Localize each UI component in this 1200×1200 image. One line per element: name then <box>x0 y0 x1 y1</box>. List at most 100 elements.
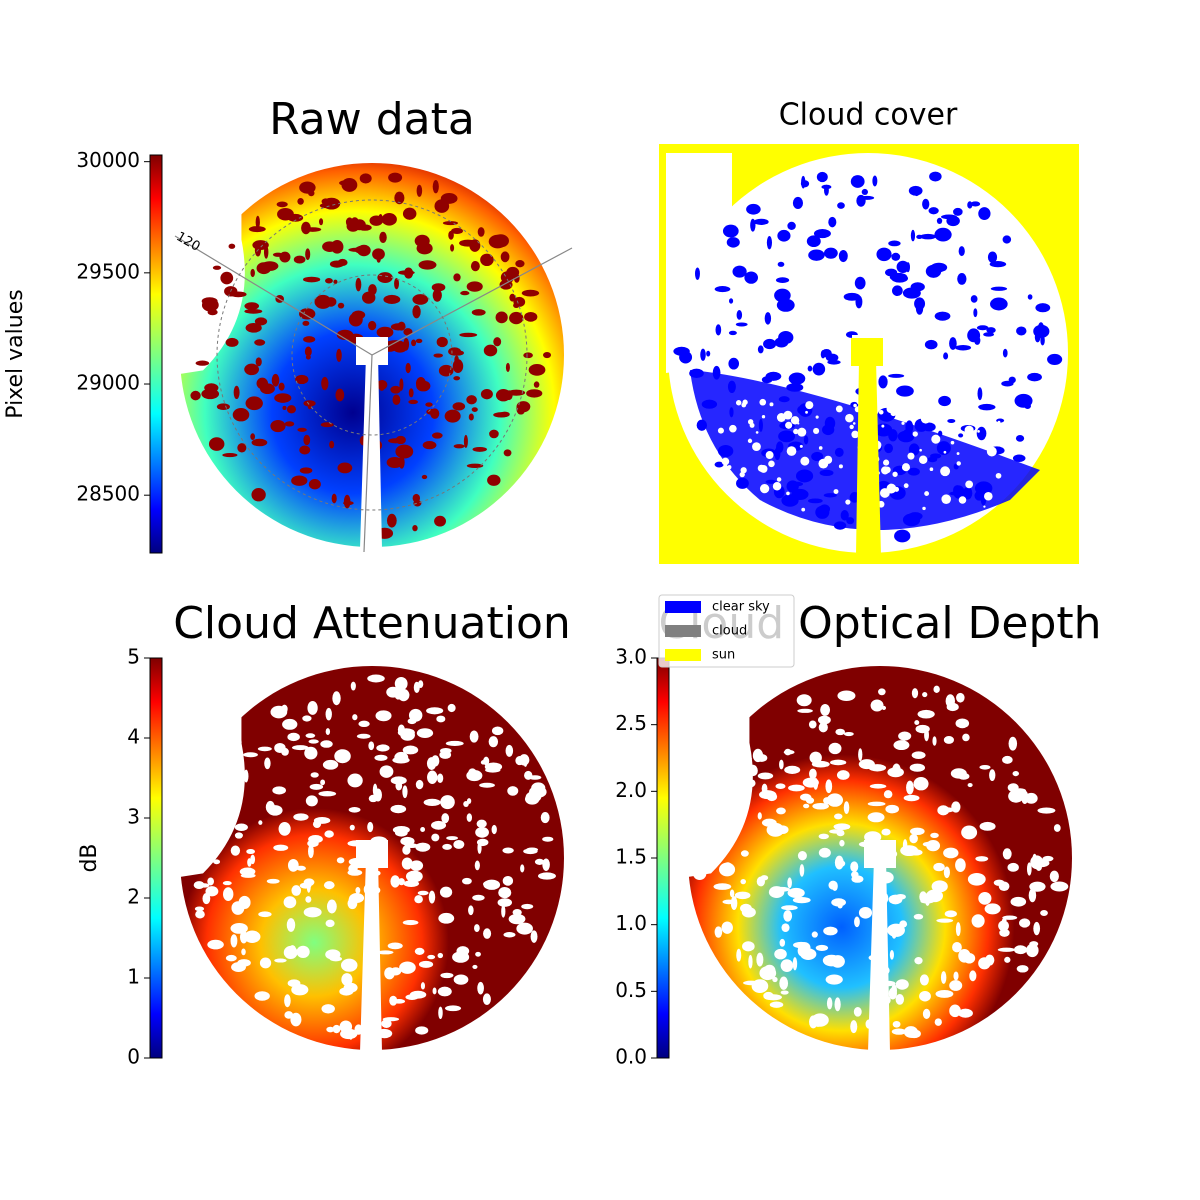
sky-blob <box>914 720 920 725</box>
sky-image <box>178 163 564 549</box>
sky-blob <box>800 793 812 801</box>
cloud-speck <box>881 466 890 475</box>
sky-blob <box>293 813 309 821</box>
sky-blob <box>414 947 425 955</box>
sky-blob <box>409 860 424 871</box>
sky-blob <box>900 845 919 857</box>
cloud-speck <box>805 410 808 414</box>
sky-blob <box>728 330 737 336</box>
sky-blob <box>817 715 831 725</box>
sky-blob <box>260 383 275 395</box>
sky-blob <box>483 928 492 939</box>
sky-blob <box>402 920 419 926</box>
sky-blob <box>947 418 956 423</box>
sky-blob <box>917 709 935 719</box>
sky-blob <box>379 231 387 244</box>
sky-blob <box>800 948 817 961</box>
sky-blob <box>758 790 777 800</box>
sky-blob <box>237 443 247 453</box>
sky-blob <box>200 821 215 827</box>
cloud-speck <box>918 455 928 464</box>
sky-blob <box>757 812 762 820</box>
sky-blob <box>895 994 905 1005</box>
cloud-speck <box>797 427 807 437</box>
sky-blob <box>784 765 801 774</box>
cloud-speck <box>920 413 931 424</box>
sky-blob <box>390 776 407 785</box>
sky-blob <box>231 962 246 972</box>
sky-blob <box>432 180 439 194</box>
sky-blob <box>869 783 887 789</box>
sky-blob <box>753 218 769 225</box>
sky-blob <box>348 312 363 327</box>
sky-blob <box>297 197 304 205</box>
sky-blob <box>386 456 403 468</box>
sky-blob <box>337 462 353 474</box>
sky-blob <box>397 270 415 275</box>
cloud-speck <box>944 406 948 411</box>
sky-blob <box>187 820 200 832</box>
sky-image <box>178 666 564 1052</box>
sky-blob <box>943 352 949 360</box>
sky-blob <box>422 441 437 450</box>
cloud-speck <box>768 460 775 468</box>
sky-blob <box>392 394 401 405</box>
sky-blob <box>736 310 743 320</box>
colorbar-tick-label: 2 <box>127 885 140 909</box>
sky-blob <box>500 251 510 263</box>
sky-blob <box>1027 294 1033 300</box>
sky-blob <box>1047 353 1063 365</box>
sky-blob <box>961 825 978 840</box>
sky-blob <box>788 372 806 385</box>
sky-blob <box>299 445 311 455</box>
sky-blob <box>436 336 448 348</box>
sky-blob <box>967 783 973 788</box>
sky-blob <box>1004 956 1011 963</box>
cloud-speck <box>721 457 730 466</box>
sky-blob <box>692 867 707 881</box>
sky-blob <box>468 905 474 916</box>
sky-blob <box>256 262 272 275</box>
sky-blob <box>757 345 764 354</box>
sky-blob <box>452 951 470 963</box>
cloud-speck <box>971 406 981 416</box>
sky-image <box>686 666 1072 1052</box>
sky-blob <box>287 858 299 872</box>
sky-blob <box>270 419 286 433</box>
sky-blob <box>234 823 248 832</box>
cloud-speck <box>852 422 856 425</box>
legend: clear sky cloud sun <box>658 594 795 668</box>
cloud-speck <box>997 420 1001 424</box>
cloud-speck <box>776 477 782 482</box>
sky-blob <box>833 823 851 830</box>
sky-blob <box>509 293 516 302</box>
sky-blob <box>402 745 419 755</box>
sky-blob <box>304 346 312 357</box>
sky-blob <box>958 433 964 438</box>
sky-blob <box>444 1005 462 1012</box>
sky-blob <box>414 234 430 248</box>
sky-blob <box>198 883 210 888</box>
sky-blob <box>821 184 832 190</box>
sky-blob <box>1029 941 1039 947</box>
sky-blob <box>357 244 371 257</box>
sky-blob <box>402 785 408 799</box>
sky-blob <box>811 1013 829 1027</box>
sky-blob <box>531 782 546 794</box>
sky-blob <box>774 948 787 960</box>
sky-blob <box>320 422 334 428</box>
sky-blob <box>938 395 951 407</box>
sky-blob <box>484 762 503 772</box>
sky-blob <box>825 974 843 985</box>
sky-blob <box>278 382 285 391</box>
sky-blob <box>984 903 1001 915</box>
sky-blob <box>1028 888 1037 903</box>
colorbar-tick-label: 1.5 <box>615 845 647 869</box>
sky-blob <box>438 912 455 924</box>
sky-blob <box>368 794 378 803</box>
sky-blob <box>1050 881 1069 892</box>
sky-blob <box>872 175 878 187</box>
sky-blob <box>950 768 967 779</box>
colorbar-tick-label: 4 <box>127 725 140 749</box>
sky-blob <box>190 390 201 401</box>
